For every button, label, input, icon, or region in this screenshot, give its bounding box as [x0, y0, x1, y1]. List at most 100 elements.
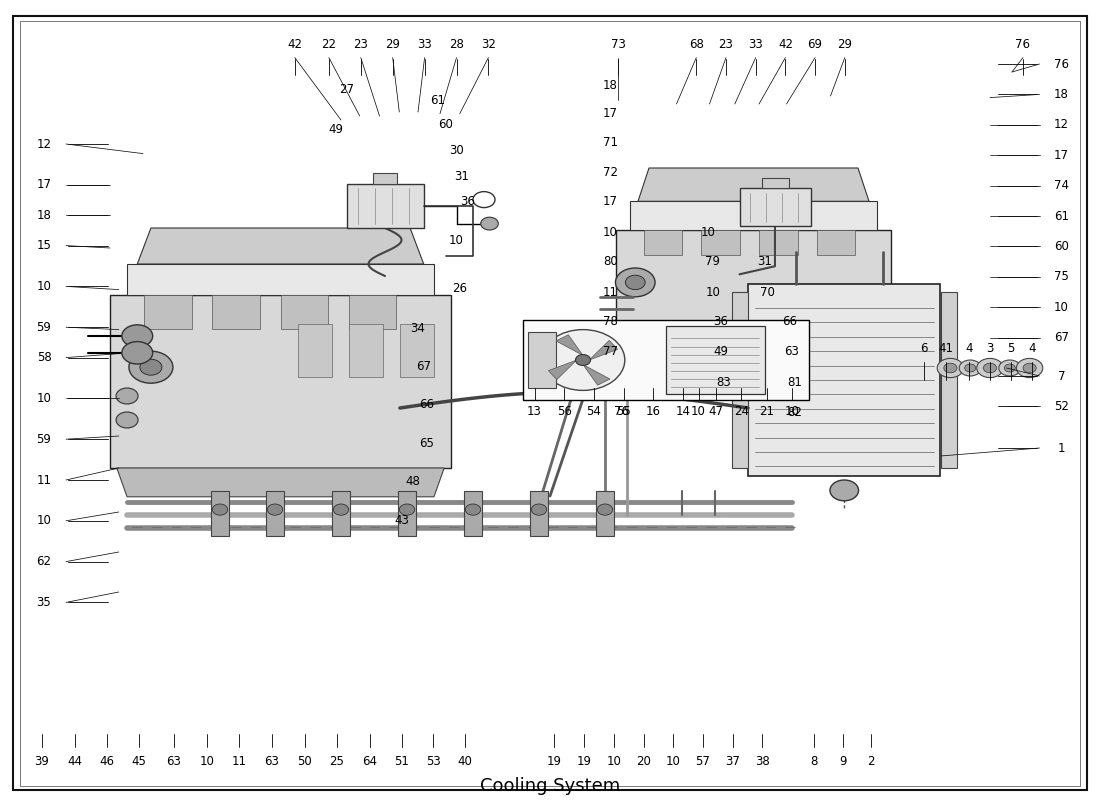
Polygon shape [349, 295, 396, 329]
Text: 11: 11 [36, 474, 52, 486]
Text: 58: 58 [36, 351, 52, 364]
Circle shape [937, 358, 964, 378]
Text: 30: 30 [449, 144, 464, 157]
Text: 40: 40 [458, 755, 473, 768]
Text: 24: 24 [734, 405, 749, 418]
Text: 33: 33 [748, 38, 763, 51]
Text: 76: 76 [1054, 58, 1069, 70]
Circle shape [959, 360, 981, 376]
Circle shape [129, 351, 173, 383]
Circle shape [1023, 363, 1036, 373]
Text: 79: 79 [705, 255, 720, 268]
Text: 16: 16 [646, 405, 661, 418]
Circle shape [541, 330, 625, 390]
Text: 25: 25 [329, 755, 344, 768]
Text: 31: 31 [454, 170, 470, 182]
Text: 82: 82 [786, 406, 802, 418]
Text: 76: 76 [1015, 38, 1031, 51]
Text: 45: 45 [131, 755, 146, 768]
Polygon shape [556, 334, 583, 355]
Text: 35: 35 [36, 596, 52, 609]
Circle shape [399, 504, 415, 515]
Text: 59: 59 [36, 321, 52, 334]
Bar [400, 324, 433, 377]
Text: 8: 8 [811, 755, 817, 768]
Text: 46: 46 [99, 755, 114, 768]
Text: 23: 23 [718, 38, 734, 51]
Text: 19: 19 [547, 755, 562, 768]
Bar [297, 324, 332, 377]
Text: 48: 48 [405, 475, 420, 488]
Text: 20: 20 [636, 755, 651, 768]
Text: 27: 27 [339, 83, 354, 96]
Text: 18: 18 [36, 209, 52, 222]
Circle shape [212, 504, 228, 515]
Bar [666, 326, 764, 394]
Polygon shape [616, 230, 891, 376]
Text: 10: 10 [1054, 301, 1069, 314]
Bar [762, 178, 790, 188]
Polygon shape [530, 491, 548, 536]
Bar [748, 284, 940, 476]
Polygon shape [110, 295, 451, 468]
Text: 55: 55 [616, 405, 631, 418]
Text: 17: 17 [36, 178, 52, 191]
Text: 4: 4 [966, 342, 972, 354]
Polygon shape [638, 168, 869, 202]
Circle shape [140, 359, 162, 375]
Text: 36: 36 [460, 195, 475, 208]
Text: 76: 76 [614, 405, 629, 418]
Text: 17: 17 [603, 107, 618, 120]
Text: 61: 61 [1054, 210, 1069, 222]
Text: 9: 9 [839, 755, 846, 768]
Text: 74: 74 [1054, 179, 1069, 192]
Text: 41: 41 [938, 342, 954, 354]
Circle shape [117, 412, 139, 428]
Text: 83: 83 [716, 376, 732, 389]
Polygon shape [212, 295, 260, 329]
Text: 2: 2 [868, 755, 875, 768]
Text: 68: 68 [689, 38, 704, 51]
Bar [346, 184, 424, 228]
Polygon shape [596, 491, 614, 536]
Text: 70: 70 [760, 286, 775, 298]
Text: 39: 39 [34, 755, 50, 768]
Circle shape [267, 504, 283, 515]
Text: 10: 10 [449, 234, 464, 246]
Circle shape [830, 480, 859, 501]
Text: 42: 42 [287, 38, 303, 51]
Circle shape [1016, 358, 1043, 378]
Circle shape [625, 275, 645, 290]
Bar [374, 173, 397, 184]
Text: 62: 62 [36, 555, 52, 568]
Text: 13: 13 [527, 405, 542, 418]
Polygon shape [398, 491, 416, 536]
Polygon shape [266, 491, 284, 536]
Text: 80: 80 [603, 255, 618, 268]
Text: 1: 1 [1058, 442, 1065, 454]
Text: 23: 23 [353, 38, 369, 51]
Text: 10: 10 [36, 392, 52, 405]
Text: 50: 50 [297, 755, 312, 768]
Text: 63: 63 [784, 346, 800, 358]
Text: 5: 5 [1008, 342, 1014, 354]
Text: 63: 63 [166, 755, 182, 768]
Text: 61: 61 [430, 94, 446, 106]
Text: 63: 63 [264, 755, 279, 768]
Text: 10: 10 [606, 755, 621, 768]
Polygon shape [464, 491, 482, 536]
Circle shape [944, 363, 957, 373]
Circle shape [122, 342, 153, 364]
Text: 33: 33 [417, 38, 432, 51]
Text: 52: 52 [1054, 400, 1069, 413]
Polygon shape [702, 230, 740, 255]
Circle shape [1004, 364, 1015, 372]
Polygon shape [816, 230, 856, 255]
Text: 22: 22 [321, 38, 337, 51]
Polygon shape [759, 230, 797, 255]
Text: 10: 10 [701, 226, 716, 238]
Text: 37: 37 [725, 755, 740, 768]
Polygon shape [211, 491, 229, 536]
Text: 49: 49 [713, 346, 728, 358]
Text: 75: 75 [1054, 270, 1069, 283]
